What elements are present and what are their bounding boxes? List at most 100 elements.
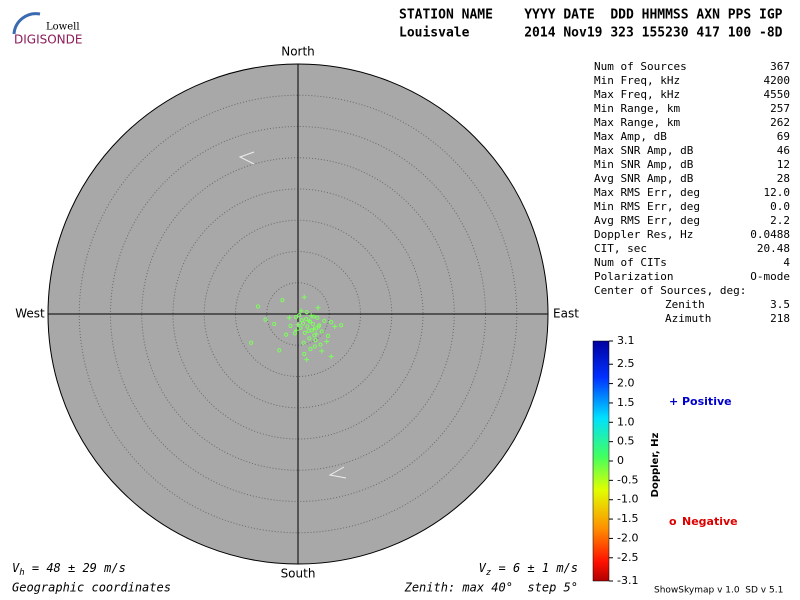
stat-value: 46	[777, 144, 790, 157]
coords-text: Geographic coordinates	[12, 581, 171, 595]
logo-top: Lowell	[46, 22, 80, 33]
stat-value: 12	[777, 158, 790, 171]
stat-value: 262	[770, 116, 790, 129]
stats-panel: Num of Sources 367 Min Freq, kHz 4200 Max Fr…	[594, 60, 790, 325]
stat-label: Min Freq, kHz	[594, 74, 680, 87]
source-point	[301, 294, 307, 300]
source-point	[297, 313, 302, 318]
source-point	[310, 321, 316, 327]
source-point	[332, 324, 338, 329]
artifact	[238, 151, 255, 165]
stat-label: Max Amp, dB	[594, 130, 667, 143]
colorbar-tick-label: 2.0	[617, 377, 635, 390]
stat-label: Max SNR Amp, dB	[594, 144, 694, 157]
colorbar-tick-label: -2.0	[617, 531, 638, 544]
source-point	[325, 333, 331, 338]
legend-symbol: +	[669, 395, 678, 408]
colorbar-tick-label: 0	[617, 454, 624, 467]
compass-label: West	[15, 307, 45, 321]
source-point	[311, 314, 316, 319]
source-point	[313, 338, 318, 343]
zenith-text: Zenith: max 40° step 5°	[404, 581, 578, 595]
source-point	[318, 342, 323, 347]
source-point	[328, 354, 334, 359]
source-point	[286, 315, 292, 321]
source-point	[316, 324, 321, 329]
vz-text: Vz = 6 ± 1 m/s	[479, 561, 578, 578]
legend-label: Negative	[682, 515, 738, 528]
colorbar-tick-label: 1.5	[617, 396, 635, 409]
stat-label: Min RMS Err, deg	[594, 200, 700, 213]
stat-label: Doppler Res, Hz	[594, 228, 693, 241]
source-point	[295, 322, 301, 328]
source-point	[315, 305, 321, 311]
center-title: Center of Sources, deg:	[594, 284, 746, 297]
center-label: Azimuth	[665, 312, 711, 325]
source-point	[307, 336, 312, 341]
logo-swoosh	[12, 12, 41, 35]
colorbar-label: Doppler, Hz	[650, 433, 661, 498]
compass-label: South	[281, 567, 316, 581]
source-point	[308, 346, 313, 352]
legend-symbol: o	[669, 515, 677, 528]
colorbar-tick-label: -1.5	[617, 512, 638, 525]
source-point	[307, 319, 312, 324]
source-point	[298, 325, 303, 330]
source-point	[319, 348, 325, 354]
source-point	[284, 332, 289, 337]
center-value: 218	[770, 312, 790, 325]
vh-text: Vh = 48 ± 29 m/s	[12, 561, 126, 578]
legend-label: Positive	[682, 395, 732, 408]
stat-label: CIT, sec	[594, 242, 647, 255]
source-point	[298, 308, 304, 314]
colorbar-tick-label: -2.5	[617, 551, 638, 564]
source-point	[306, 318, 312, 324]
source-point	[315, 315, 320, 320]
source-point	[319, 329, 324, 334]
stat-value: 4	[783, 256, 790, 269]
source-point	[263, 317, 268, 322]
source-point	[313, 331, 319, 337]
source-point	[329, 320, 334, 325]
source-point	[249, 340, 254, 345]
header-line: Louisvale 2014 Nov19 323 155230 417 100 …	[399, 26, 783, 41]
stat-label: Polarization	[594, 270, 673, 283]
stat-value: 4200	[764, 74, 791, 87]
source-point	[324, 339, 330, 344]
stat-label: Max Freq, kHz	[594, 88, 680, 101]
stat-value: 0.0488	[750, 228, 790, 241]
source-point	[280, 298, 285, 303]
colorbar	[592, 340, 610, 582]
colorbar-tick-label: 2.5	[617, 357, 635, 370]
stat-value: 20.48	[757, 242, 790, 255]
skymap-plot: North South West East o Negative + Positive 3.1 2…	[15, 45, 737, 588]
stat-label: Max RMS Err, deg	[594, 186, 700, 199]
source-point	[255, 304, 261, 309]
source-point	[277, 348, 282, 353]
stat-value: 12.0	[764, 186, 791, 199]
source-point	[306, 328, 311, 333]
stat-label: Avg RMS Err, deg	[594, 214, 700, 227]
source-point	[304, 357, 310, 363]
colorbar-tick-label: 0.5	[617, 435, 635, 448]
source-point	[299, 318, 304, 323]
stat-label: Min SNR Amp, dB	[594, 158, 694, 171]
stat-label: Min Range, km	[594, 102, 680, 115]
stat-label: Avg SNR Amp, dB	[594, 172, 694, 185]
source-point	[311, 326, 317, 332]
version-text: ShowSkymap v 1.0 SD v 5.1	[654, 586, 783, 596]
stat-label: Num of Sources	[594, 60, 687, 73]
stat-value: 69	[777, 130, 790, 143]
logo-bottom: DIGISONDE	[14, 33, 82, 47]
source-point	[305, 324, 310, 329]
colorbar-tick-label: -3.1	[617, 574, 638, 587]
colorbar-tick-label: -0.5	[617, 473, 638, 486]
source-point	[304, 310, 309, 315]
source-point	[302, 330, 307, 335]
source-point	[294, 315, 299, 320]
colorbar-tick-label: 1.0	[617, 415, 635, 428]
source-point	[293, 327, 299, 333]
center-value: 3.5	[770, 298, 790, 311]
header-line: STATION NAME YYYY DATE DDD HHMMSS AXN PP…	[399, 8, 783, 23]
